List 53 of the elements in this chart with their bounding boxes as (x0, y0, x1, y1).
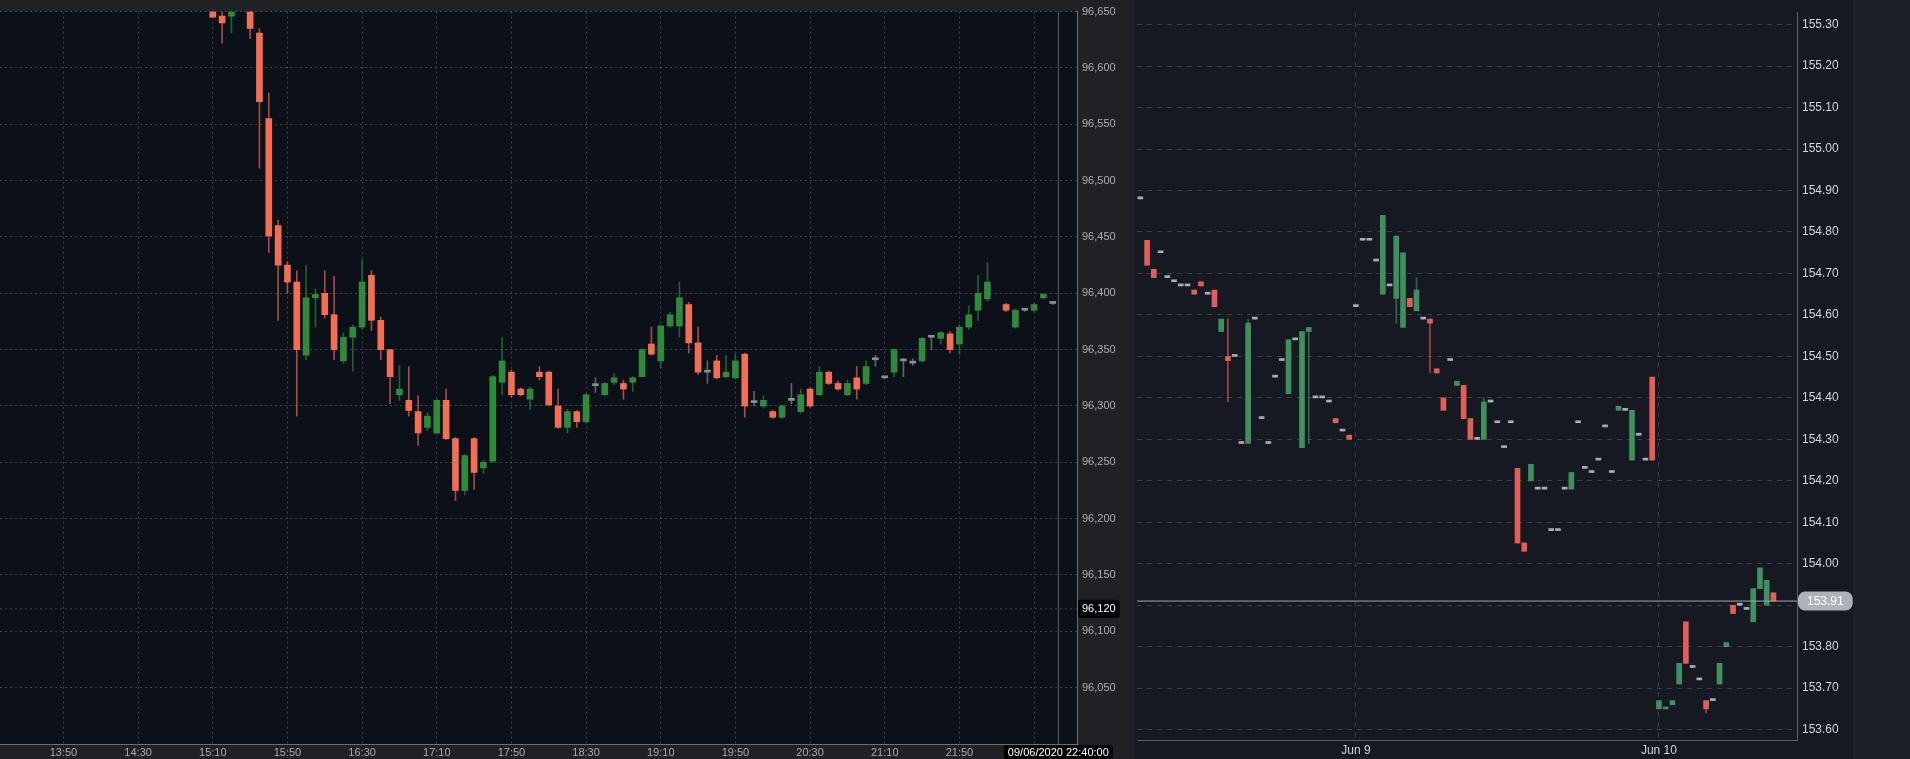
candlestick (750, 390, 758, 407)
candlestick (349, 324, 357, 372)
y-tick-label: 153.60 (1802, 721, 1840, 736)
y-tick-label: 96,250 (1082, 455, 1116, 468)
y-tick-label: 96,650 (1082, 4, 1116, 17)
x-tick-label: 20:30 (796, 745, 824, 758)
y-tick-label: 96,050 (1082, 680, 1116, 693)
y-tick-label: 155.10 (1802, 99, 1840, 114)
y-tick-label: 154.10 (1802, 514, 1840, 529)
y-tick-label: 96,150 (1082, 568, 1116, 581)
x-tick-label: Jun 10 (1640, 742, 1678, 757)
y-tick-label: 154.70 (1802, 265, 1840, 280)
y-tick-label: 154.00 (1802, 556, 1840, 571)
ref-line-label: 153.91 (1807, 593, 1845, 608)
ref-line-label: 09/06/2020 22:40:00 (1007, 745, 1109, 758)
x-tick-label: 15:50 (273, 745, 302, 758)
y-tick-label: 154.40 (1802, 390, 1840, 405)
candlestick (1427, 318, 1433, 374)
x-tick-label: 19:50 (721, 745, 750, 758)
y-tick-label: 154.80 (1802, 224, 1840, 239)
y-tick-label: 155.30 (1802, 16, 1840, 31)
x-tick-label: 13:50 (49, 745, 78, 758)
y-tick-label: 96,500 (1082, 173, 1116, 186)
x-tick-label: 18:30 (572, 745, 600, 758)
x-tick-label: 21:10 (870, 745, 899, 758)
x-tick-label: 17:50 (497, 745, 526, 758)
y-tick-label: 96,550 (1082, 117, 1116, 130)
y-tick-label: 154.20 (1802, 473, 1840, 488)
x-tick-label: 14:30 (124, 745, 152, 758)
y-tick-label: 96,600 (1082, 60, 1116, 73)
y-tick-label: 153.80 (1802, 639, 1840, 653)
y-tick-label: 96,100 (1082, 624, 1116, 637)
y-tick-label: 96,200 (1082, 511, 1116, 524)
y-tick-label: 96,400 (1082, 286, 1116, 299)
y-tick-label: 154.60 (1802, 307, 1840, 322)
x-tick-label: 19:10 (646, 745, 675, 758)
y-tick-label: 96,350 (1082, 342, 1116, 355)
x-tick-label: Jun 9 (1341, 742, 1371, 757)
x-tick-label: 15:10 (199, 745, 227, 758)
y-tick-label: 96,300 (1082, 399, 1116, 411)
y-tick-label: 153.70 (1802, 680, 1840, 695)
y-tick-label: 155.00 (1802, 141, 1840, 156)
candlestick (1225, 318, 1231, 403)
ref-line-label: 96,120 (1081, 602, 1116, 615)
y-tick-label: 96,450 (1082, 229, 1116, 242)
x-tick-label: 16:30 (348, 745, 376, 758)
x-tick-label: 17:10 (423, 745, 451, 758)
candlestick (405, 366, 413, 417)
y-tick-label: 154.50 (1802, 348, 1840, 363)
y-tick-label: 155.20 (1802, 58, 1840, 73)
y-tick-label: 154.30 (1802, 431, 1840, 446)
y-tick-label: 154.90 (1802, 182, 1840, 197)
x-tick-label: 21:50 (945, 745, 974, 758)
